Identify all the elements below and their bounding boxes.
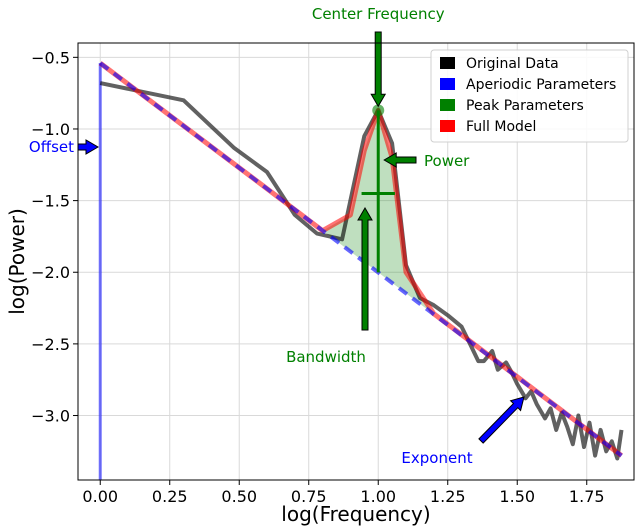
annotation-layer: Center Frequency Power Bandwidth Offset Expo… bbox=[29, 5, 525, 467]
series-line-aperiodic bbox=[98, 61, 623, 458]
x-tick-label: 0.75 bbox=[291, 487, 327, 506]
legend-swatch bbox=[440, 120, 455, 132]
y-tick-label: −3.0 bbox=[31, 407, 70, 426]
power-label: Power bbox=[424, 152, 470, 170]
x-axis-title: log(Frequency) bbox=[281, 502, 430, 526]
x-tick-label: 1.50 bbox=[499, 487, 535, 506]
legend: Original Data Aperiodic Parameters Peak Pa… bbox=[430, 49, 629, 143]
center-frequency-arrow bbox=[370, 31, 387, 108]
x-tick-label: 1.25 bbox=[430, 487, 466, 506]
center-frequency-point bbox=[372, 104, 385, 117]
x-tick-label: 1.00 bbox=[360, 487, 396, 506]
ticks: 0.00 0.25 0.50 0.75 1.00 1.25 1.50 1.75 −0.5 −1.0… bbox=[31, 48, 604, 506]
y-tick-label: −1.5 bbox=[31, 192, 70, 211]
legend-swatch bbox=[440, 57, 455, 69]
legend-swatch bbox=[440, 99, 455, 111]
y-tick-label: −2.5 bbox=[31, 335, 70, 354]
legend-label: Full Model bbox=[466, 119, 536, 135]
legend-label: Original Data bbox=[466, 56, 559, 72]
y-axis-title: log(Power) bbox=[5, 208, 29, 315]
y-tick-label: −1.0 bbox=[31, 120, 70, 139]
y-tick-label: −0.5 bbox=[31, 48, 70, 67]
center-frequency-label: Center Frequency bbox=[312, 5, 445, 23]
series-layer bbox=[98, 61, 624, 480]
legend-label: Aperiodic Parameters bbox=[466, 77, 616, 93]
x-tick-label: 0.50 bbox=[221, 487, 257, 506]
x-tick-label: 1.75 bbox=[569, 487, 605, 506]
legend-swatch bbox=[440, 78, 455, 90]
exponent-arrow bbox=[478, 396, 525, 444]
legend-label: Peak Parameters bbox=[466, 98, 584, 114]
x-tick-label: 0.00 bbox=[82, 487, 118, 506]
exponent-label: Exponent bbox=[401, 449, 472, 467]
plot-frame bbox=[77, 42, 635, 481]
x-tick-label: 0.25 bbox=[152, 487, 188, 506]
y-tick-label: −2.0 bbox=[31, 263, 70, 282]
offset-arrow bbox=[77, 139, 99, 155]
bandwidth-label: Bandwidth bbox=[286, 348, 366, 366]
offset-label: Offset bbox=[29, 138, 74, 156]
power-arrow bbox=[383, 152, 417, 168]
bandwidth-arrow bbox=[357, 207, 373, 331]
legend-box bbox=[430, 49, 629, 143]
